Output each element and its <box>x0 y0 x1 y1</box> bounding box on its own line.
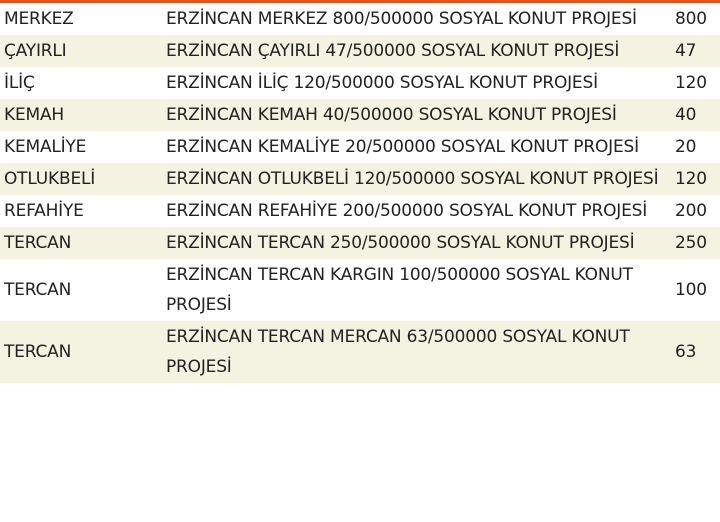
count-cell: 63 <box>675 342 697 362</box>
table-row: MERKEZ ERZİNCAN MERKEZ 800/500000 SOSYAL … <box>0 3 720 35</box>
district-cell: MERKEZ <box>4 9 74 29</box>
project-cell: ERZİNCAN ÇAYIRLI 47/500000 SOSYAL KONUT … <box>166 41 620 61</box>
accent-bar <box>0 0 720 3</box>
district-cell: REFAHİYE <box>4 201 84 221</box>
count-cell: 250 <box>675 233 707 253</box>
table-row: TERCAN ERZİNCAN TERCAN KARGIN 100/500000 … <box>0 259 720 321</box>
district-cell: OTLUKBELİ <box>4 169 96 189</box>
project-cell: ERZİNCAN TERCAN 250/500000 SOSYAL KONUT … <box>166 233 635 253</box>
table-row: TERCAN ERZİNCAN TERCAN 250/500000 SOSYAL … <box>0 227 720 259</box>
table-row: OTLUKBELİ ERZİNCAN OTLUKBELİ 120/500000 S… <box>0 163 720 195</box>
district-cell: TERCAN <box>4 233 72 253</box>
project-cell: ERZİNCAN REFAHİYE 200/500000 SOSYAL KONU… <box>166 201 648 221</box>
project-cell: ERZİNCAN TERCAN KARGIN 100/500000 SOSYAL… <box>166 265 633 315</box>
project-cell: ERZİNCAN KEMALİYE 20/500000 SOSYAL KONUT… <box>166 137 639 157</box>
count-cell: 100 <box>675 280 707 300</box>
district-cell: İLİÇ <box>4 73 35 93</box>
count-cell: 120 <box>675 169 707 189</box>
table-row: KEMALİYE ERZİNCAN KEMALİYE 20/500000 SOSY… <box>0 131 720 163</box>
table-row: İLİÇ ERZİNCAN İLİÇ 120/500000 SOSYAL KONU… <box>0 67 720 99</box>
project-cell: ERZİNCAN İLİÇ 120/500000 SOSYAL KONUT PR… <box>166 73 598 93</box>
project-cell: ERZİNCAN OTLUKBELİ 120/500000 SOSYAL KON… <box>166 169 659 189</box>
project-cell: ERZİNCAN KEMAH 40/500000 SOSYAL KONUT PR… <box>166 105 617 125</box>
district-cell: TERCAN <box>4 342 72 362</box>
count-cell: 40 <box>675 105 697 125</box>
district-cell: KEMALİYE <box>4 137 87 157</box>
count-cell: 200 <box>675 201 707 221</box>
count-cell: 120 <box>675 73 707 93</box>
count-cell: 800 <box>675 9 707 29</box>
project-cell: ERZİNCAN TERCAN MERCAN 63/500000 SOSYAL … <box>166 327 630 377</box>
table-row: TERCAN ERZİNCAN TERCAN MERCAN 63/500000 S… <box>0 321 720 383</box>
district-cell: TERCAN <box>4 280 72 300</box>
district-cell: ÇAYIRLI <box>4 41 67 61</box>
project-cell: ERZİNCAN MERKEZ 800/500000 SOSYAL KONUT … <box>166 9 637 29</box>
table-row: REFAHİYE ERZİNCAN REFAHİYE 200/500000 SOS… <box>0 195 720 227</box>
table-row: ÇAYIRLI ERZİNCAN ÇAYIRLI 47/500000 SOSYAL… <box>0 35 720 67</box>
housing-projects-table: MERKEZ ERZİNCAN MERKEZ 800/500000 SOSYAL … <box>0 3 720 383</box>
count-cell: 20 <box>675 137 697 157</box>
count-cell: 47 <box>675 41 697 61</box>
table-row: KEMAH ERZİNCAN KEMAH 40/500000 SOSYAL KON… <box>0 99 720 131</box>
district-cell: KEMAH <box>4 105 64 125</box>
